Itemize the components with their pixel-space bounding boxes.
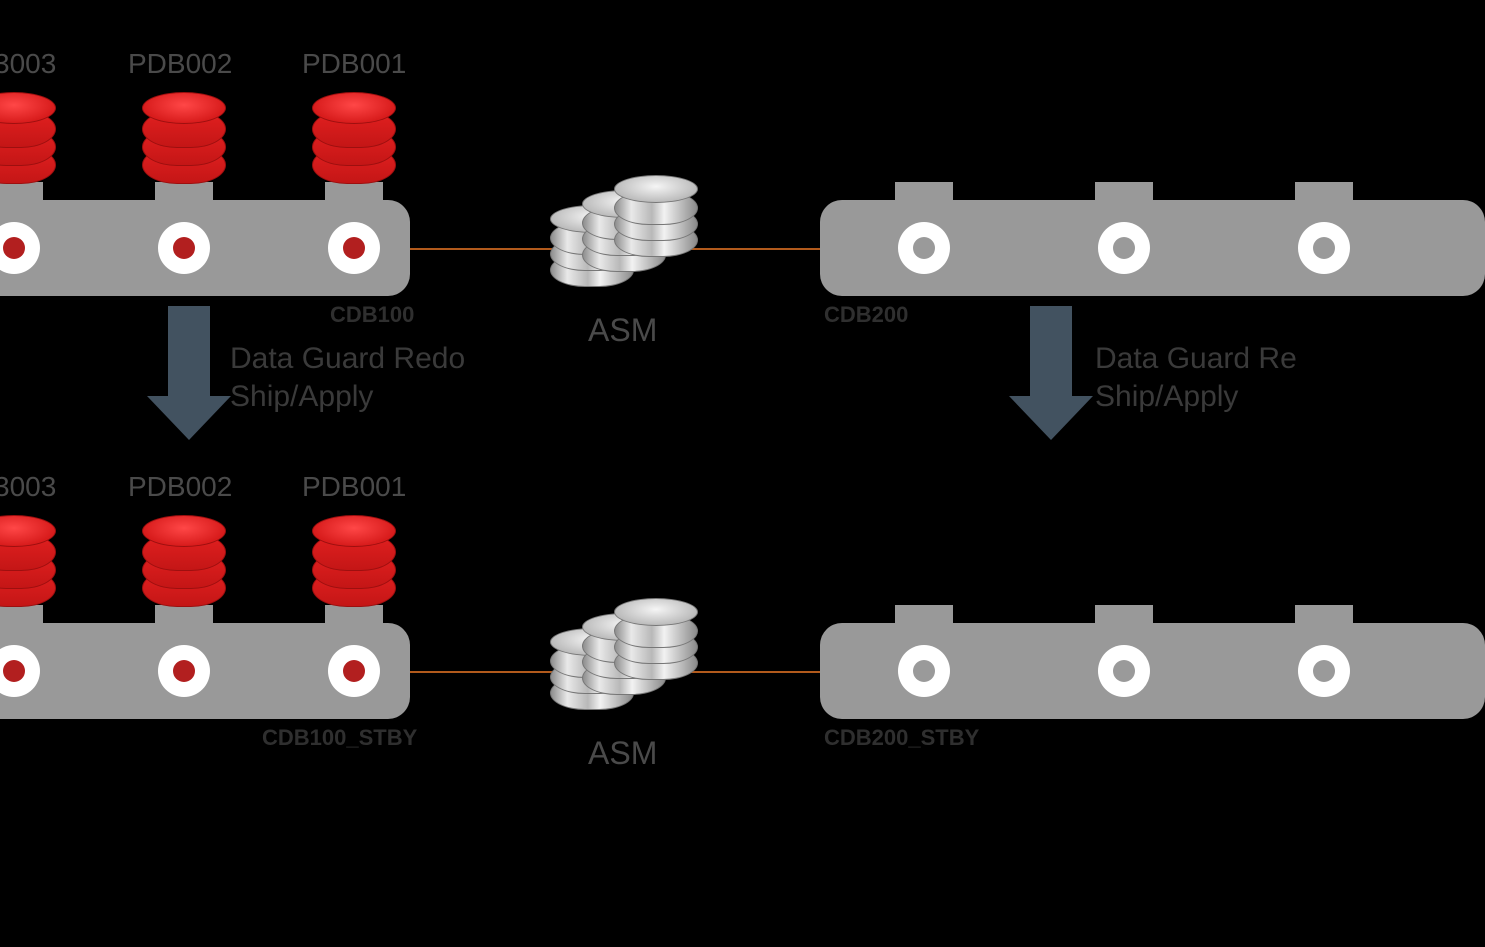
cdb200-socket-2 — [1098, 222, 1150, 274]
pdb003-bottom-label: 3003 — [0, 471, 56, 503]
cdb100stby-bar — [0, 623, 410, 719]
cdb200stby-bar — [820, 623, 1485, 719]
pdb003-top-label: 3003 — [0, 48, 56, 80]
asm-bottom-label: ASM — [588, 735, 657, 772]
cdb100stby-socket-2 — [158, 645, 210, 697]
cdb200-socket-3 — [1298, 222, 1350, 274]
pdb001-top — [312, 92, 394, 182]
asm-top-label: ASM — [588, 312, 657, 349]
cdb100stby-label: CDB100_STBY — [262, 725, 417, 751]
arrow-left-line1: Data Guard Redo — [230, 342, 465, 375]
pdb001-bottom-label: PDB001 — [302, 471, 406, 503]
arrow-left-label: Data Guard Redo Ship/Apply — [230, 340, 465, 415]
pdb002-top — [142, 92, 224, 182]
arrow-right-label: Data Guard Re Ship/Apply — [1095, 340, 1297, 415]
cdb100-socket-1 — [0, 222, 40, 274]
cdb200stby-socket-3 — [1298, 645, 1350, 697]
asm-top — [550, 175, 700, 315]
arrow-right-line2: Ship/Apply — [1095, 380, 1238, 413]
pdb003-bottom — [0, 515, 54, 605]
pdb002-bottom — [142, 515, 224, 605]
cdb200-socket-1 — [898, 222, 950, 274]
cdb100stby-socket-1 — [0, 645, 40, 697]
cdb200stby-socket-1 — [898, 645, 950, 697]
arrow-left-line2: Ship/Apply — [230, 380, 373, 413]
pdb003-top — [0, 92, 54, 182]
cdb200stby-label: CDB200_STBY — [824, 725, 979, 751]
wire-bottom-right — [690, 671, 830, 673]
asm-bottom — [550, 598, 700, 738]
diagram-stage: CDB100 3003 PDB002 PDB001 ASM CDB200 Dat… — [0, 0, 1485, 947]
cdb200-label: CDB200 — [824, 302, 908, 328]
arrow-right-line1: Data Guard Re — [1095, 342, 1297, 375]
pdb001-bottom — [312, 515, 394, 605]
cdb100stby-socket-3 — [328, 645, 380, 697]
pdb001-top-label: PDB001 — [302, 48, 406, 80]
cdb100-socket-2 — [158, 222, 210, 274]
arrow-right — [1030, 306, 1072, 440]
arrow-left — [168, 306, 210, 440]
cdb100-socket-3 — [328, 222, 380, 274]
pdb002-top-label: PDB002 — [128, 48, 232, 80]
cdb200stby-socket-2 — [1098, 645, 1150, 697]
cdb100-label: CDB100 — [330, 302, 414, 328]
cdb200-bar — [820, 200, 1485, 296]
wire-top-right — [690, 248, 830, 250]
cdb100-bar — [0, 200, 410, 296]
pdb002-bottom-label: PDB002 — [128, 471, 232, 503]
